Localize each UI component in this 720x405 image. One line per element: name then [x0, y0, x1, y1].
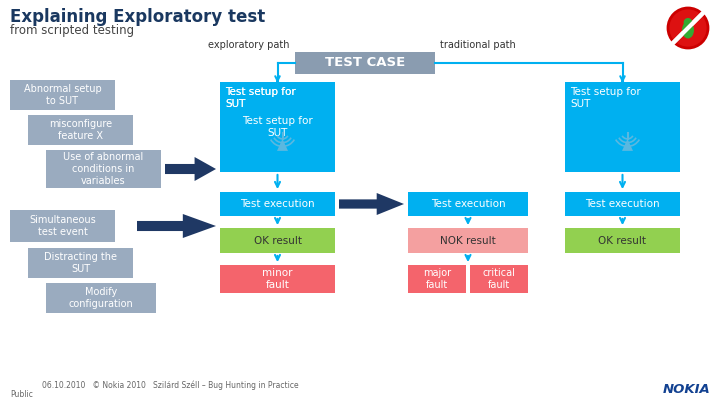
Text: Test setup for
SUT: Test setup for SUT [242, 116, 313, 138]
Bar [408, 228, 528, 253]
Bar [220, 228, 335, 253]
Text: Simultaneous
test event: Simultaneous test event [29, 215, 96, 237]
Text: critical
fault: critical fault [482, 268, 516, 290]
Text: Modify
configuration: Modify configuration [68, 287, 133, 309]
Bar [220, 82, 335, 172]
Bar [565, 228, 680, 253]
Bar [46, 150, 161, 188]
Bar [295, 52, 435, 74]
Text: from scripted testing: from scripted testing [10, 24, 134, 37]
Text: misconfigure
feature X: misconfigure feature X [49, 119, 112, 141]
Text: Explaining Exploratory test: Explaining Exploratory test [10, 8, 265, 26]
Text: Test setup for
SUT: Test setup for SUT [570, 87, 641, 109]
Text: OK result: OK result [598, 235, 647, 245]
Text: exploratory path: exploratory path [209, 40, 290, 50]
Bar [28, 115, 133, 145]
Text: NOK result: NOK result [440, 235, 496, 245]
Polygon shape [137, 214, 216, 238]
Bar [470, 265, 528, 293]
Bar [28, 248, 133, 278]
Bar [220, 192, 335, 216]
Bar [220, 82, 335, 172]
Text: Public: Public [10, 390, 33, 399]
Polygon shape [165, 157, 216, 181]
Polygon shape [339, 193, 404, 215]
Text: traditional path: traditional path [440, 40, 516, 50]
Text: Test execution: Test execution [431, 199, 505, 209]
Text: Test execution: Test execution [240, 199, 315, 209]
Ellipse shape [682, 21, 694, 38]
Text: Abnormal setup
to SUT: Abnormal setup to SUT [24, 84, 102, 106]
Text: TEST CASE: TEST CASE [325, 57, 405, 70]
Text: Test setup for
SUT: Test setup for SUT [225, 87, 296, 109]
Text: OK result: OK result [253, 235, 302, 245]
Text: Test execution: Test execution [585, 199, 660, 209]
Bar [220, 265, 335, 293]
Bar [565, 192, 680, 216]
Text: NOKIA: NOKIA [662, 383, 710, 396]
Text: minor
fault: minor fault [262, 268, 293, 290]
Polygon shape [622, 139, 633, 151]
Bar [10, 210, 115, 242]
Text: 06.10.2010   © Nokia 2010   Szilárd Széll – Bug Hunting in Practice: 06.10.2010 © Nokia 2010 Szilárd Széll – … [42, 380, 299, 390]
Polygon shape [277, 139, 288, 151]
Bar [408, 192, 528, 216]
Bar [565, 82, 680, 172]
Bar [408, 265, 466, 293]
Text: Use of abnormal
conditions in
variables: Use of abnormal conditions in variables [63, 152, 143, 185]
Text: Distracting the
SUT: Distracting the SUT [44, 252, 117, 274]
Bar [10, 80, 115, 110]
Text: major
fault: major fault [423, 268, 451, 290]
Bar [46, 283, 156, 313]
Circle shape [683, 18, 693, 27]
Text: Test setup for
SUT: Test setup for SUT [225, 87, 296, 109]
Circle shape [668, 8, 708, 48]
